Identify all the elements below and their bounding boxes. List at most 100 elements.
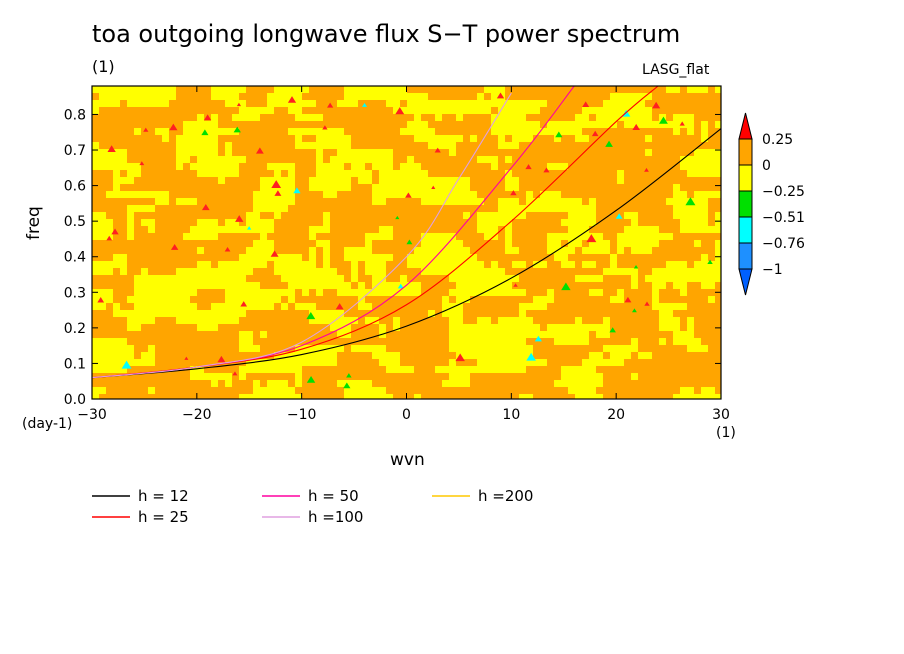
field-cell	[365, 254, 372, 261]
field-cell	[372, 275, 379, 282]
field-cell	[260, 240, 267, 247]
field-cell	[365, 149, 372, 156]
field-cell	[659, 282, 666, 289]
x-tick-label: 30	[712, 407, 730, 423]
field-cell	[358, 282, 365, 289]
field-cell	[260, 219, 267, 226]
field-cell	[365, 345, 372, 352]
field-cell	[463, 296, 470, 303]
field-cell	[463, 261, 470, 268]
field-cell	[449, 359, 456, 366]
field-cell	[148, 345, 155, 352]
field-cell	[274, 268, 281, 275]
colorbar-label: −0.51	[762, 210, 805, 226]
field-cell	[113, 86, 120, 93]
field-cell	[673, 261, 680, 268]
field-cell	[253, 303, 260, 310]
field-cell	[680, 338, 687, 345]
field-cell	[358, 380, 365, 387]
field-cell	[631, 373, 638, 380]
field-cell	[253, 366, 260, 373]
field-cell	[582, 373, 589, 380]
field-cell	[687, 212, 694, 219]
field-cell	[505, 359, 512, 366]
field-cell	[400, 184, 407, 191]
field-cell	[197, 317, 204, 324]
field-cell	[379, 177, 386, 184]
field-cell	[379, 170, 386, 177]
field-cell	[603, 247, 610, 254]
field-cell	[337, 324, 344, 331]
field-cell	[428, 268, 435, 275]
field-cell	[512, 289, 519, 296]
field-cell	[456, 135, 463, 142]
field-cell	[659, 114, 666, 121]
field-cell	[554, 324, 561, 331]
field-cell	[582, 212, 589, 219]
field-cell	[267, 205, 274, 212]
field-cell	[127, 205, 134, 212]
field-cell	[323, 142, 330, 149]
field-speck	[106, 235, 113, 241]
field-cell	[715, 163, 721, 170]
field-cell	[379, 226, 386, 233]
field-cell	[456, 177, 463, 184]
field-cell	[351, 247, 358, 254]
field-cell	[400, 177, 407, 184]
field-cell	[211, 86, 218, 93]
field-cell	[694, 170, 701, 177]
field-cell	[232, 114, 239, 121]
field-cell	[183, 282, 190, 289]
field-cell	[575, 121, 582, 128]
field-cell	[197, 163, 204, 170]
field-cell	[99, 156, 106, 163]
field-cell	[302, 100, 309, 107]
field-cell	[204, 226, 211, 233]
field-cell	[631, 345, 638, 352]
y-tick-label: 0.0	[64, 392, 86, 408]
field-cell	[624, 268, 631, 275]
field-cell	[302, 303, 309, 310]
field-cell	[337, 331, 344, 338]
field-speck	[644, 167, 649, 172]
field-cell	[589, 247, 596, 254]
field-cell	[421, 268, 428, 275]
field-cell	[92, 303, 99, 310]
field-cell	[407, 121, 414, 128]
field-cell	[428, 135, 435, 142]
field-cell	[568, 233, 575, 240]
field-cell	[435, 191, 442, 198]
field-speck	[685, 197, 696, 206]
field-cell	[470, 352, 477, 359]
field-cell	[687, 387, 694, 394]
field-cell	[694, 338, 701, 345]
field-cell	[379, 156, 386, 163]
field-cell	[92, 156, 99, 163]
field-cell	[176, 289, 183, 296]
field-cell	[274, 366, 281, 373]
field-cell	[344, 317, 351, 324]
field-cell	[197, 268, 204, 275]
field-cell	[260, 184, 267, 191]
field-cell	[659, 303, 666, 310]
field-cell	[491, 282, 498, 289]
field-cell	[295, 86, 302, 93]
field-cell	[435, 261, 442, 268]
field-cell	[589, 394, 596, 399]
field-cell	[617, 240, 624, 247]
field-cell	[281, 191, 288, 198]
field-cell	[421, 198, 428, 205]
field-cell	[267, 191, 274, 198]
field-cell	[190, 373, 197, 380]
field-cell	[680, 114, 687, 121]
field-cell	[568, 240, 575, 247]
field-cell	[575, 240, 582, 247]
field-cell	[442, 233, 449, 240]
field-cell	[456, 275, 463, 282]
field-cell	[463, 289, 470, 296]
field-cell	[470, 282, 477, 289]
field-cell	[288, 184, 295, 191]
field-cell	[309, 128, 316, 135]
field-cell	[274, 93, 281, 100]
field-cell	[379, 282, 386, 289]
